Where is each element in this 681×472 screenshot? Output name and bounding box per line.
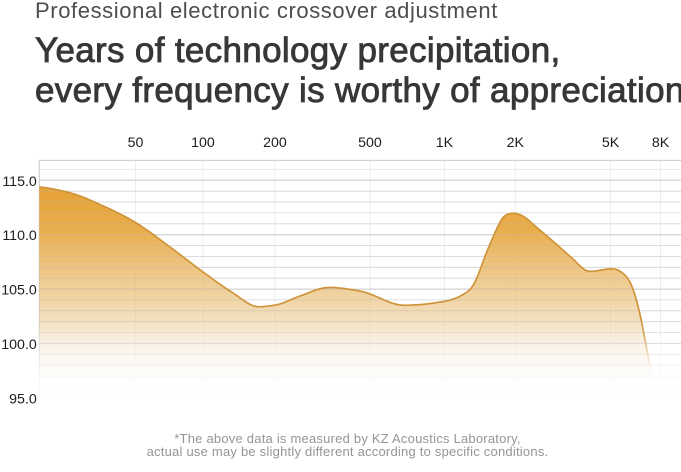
svg-text:8K: 8K: [652, 135, 670, 151]
svg-text:115.0: 115.0: [2, 174, 37, 190]
svg-text:50: 50: [128, 135, 144, 151]
svg-text:200: 200: [263, 135, 287, 151]
svg-text:100: 100: [191, 135, 215, 151]
svg-text:110.0: 110.0: [2, 228, 37, 244]
svg-text:5K: 5K: [602, 135, 620, 151]
svg-text:105.0: 105.0: [1, 283, 37, 299]
svg-text:100.0: 100.0: [1, 337, 37, 353]
svg-text:500: 500: [358, 135, 382, 151]
svg-text:2K: 2K: [507, 135, 525, 151]
svg-text:95.0: 95.0: [9, 391, 37, 407]
svg-text:1K: 1K: [436, 135, 454, 151]
